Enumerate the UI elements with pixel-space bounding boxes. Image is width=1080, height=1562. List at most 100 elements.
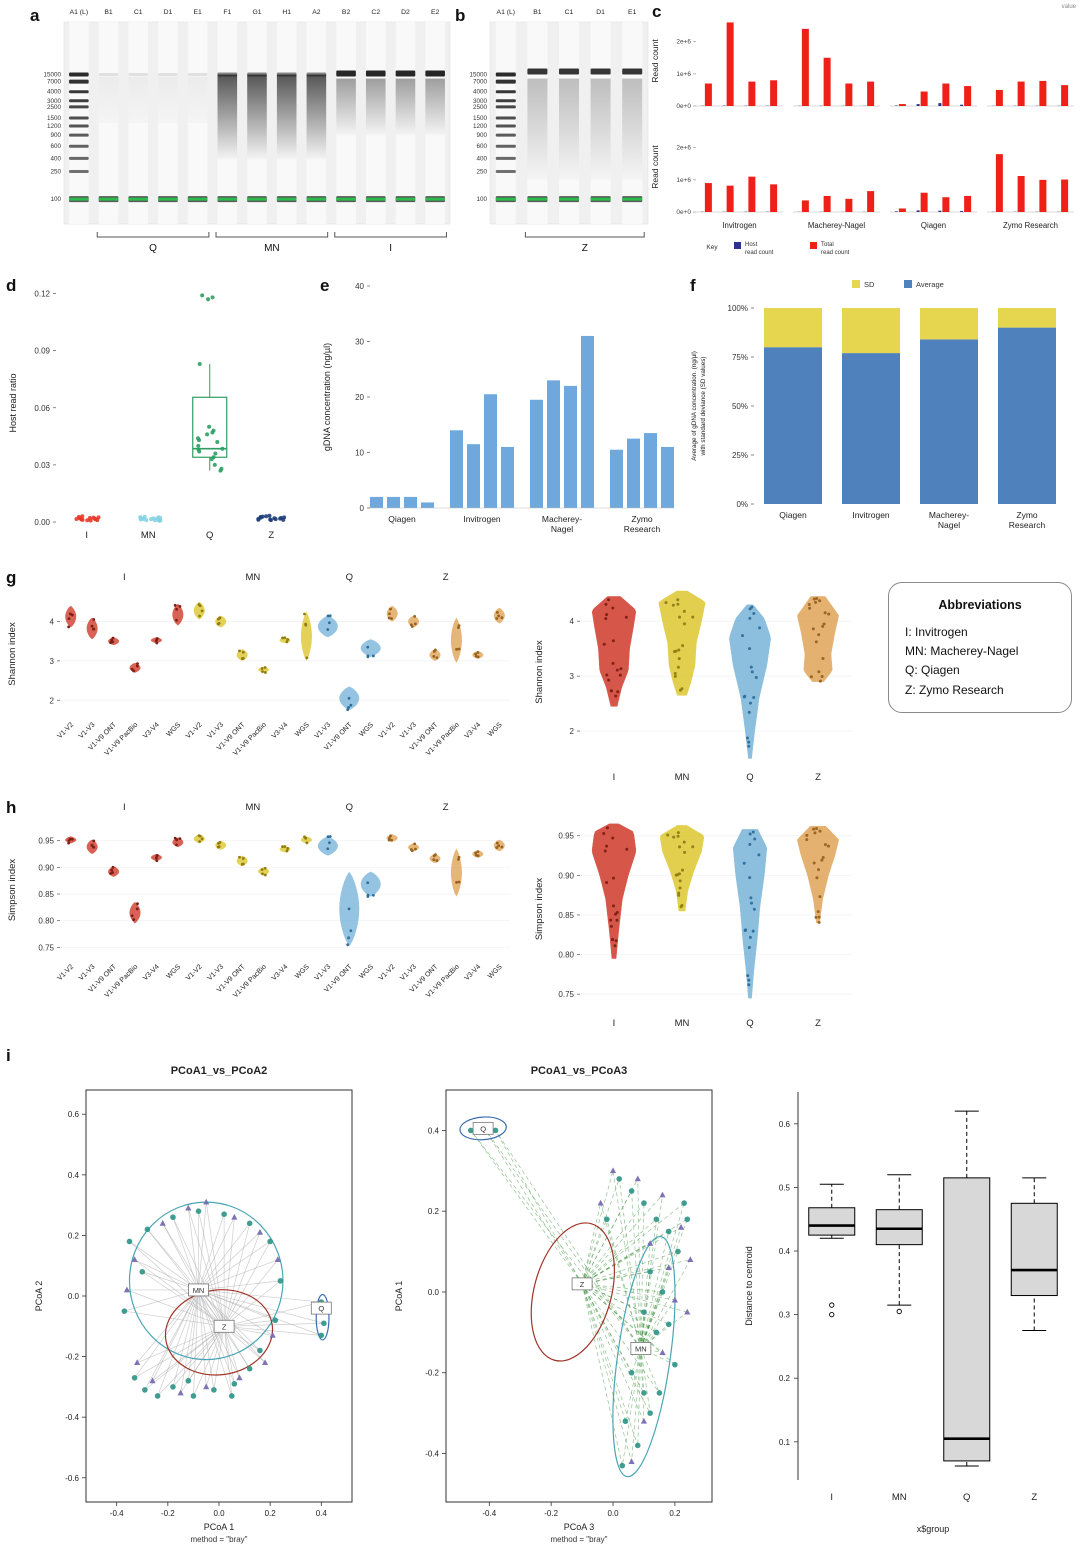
svg-text:0.0: 0.0 (607, 1509, 619, 1518)
simpson-index-combined-violins: Simpson index 0.75 0.80 0.85 0.90 0.95 I MN Q Z (534, 823, 852, 1029)
svg-text:Average of gDNA concentration.: Average of gDNA concentration. (ng/µl) (691, 351, 698, 461)
host-read-ratio-boxplot: Host read ratio 0.00 0.03 0.06 0.09 0.12 I MN Q Z (8, 290, 287, 541)
svg-text:method = "bray": method = "bray" (550, 1535, 607, 1544)
panel-i-pcoa12: PCoA1_vs_PCoA2 -0.4 -0.2 0.0 0.2 0.4 -0.6 -0.4 -… (26, 1060, 366, 1562)
svg-text:900: 900 (50, 132, 61, 139)
svg-text:Z: Z (443, 572, 449, 583)
svg-text:WGS: WGS (487, 721, 504, 738)
violin-facet-Q (317, 614, 381, 711)
svg-text:A1 (L): A1 (L) (497, 9, 516, 16)
svg-text:H1: H1 (282, 9, 291, 16)
svg-text:50%: 50% (732, 402, 748, 411)
svg-text:-0.4: -0.4 (65, 1413, 79, 1422)
svg-text:Q: Q (318, 1304, 324, 1313)
violin-MN (659, 825, 705, 912)
svg-text:0.2: 0.2 (669, 1509, 681, 1518)
svg-text:0.3: 0.3 (779, 1311, 791, 1320)
svg-text:A1 (L): A1 (L) (70, 9, 89, 16)
svg-text:V1-V2: V1-V2 (185, 963, 204, 982)
gdna-group-Zymo (610, 433, 674, 508)
svg-text:read count: read count (745, 250, 774, 256)
gel-lane-C1: C1 (559, 9, 579, 224)
violin-facet-I (65, 836, 184, 924)
panel-h-letter: h (6, 798, 17, 817)
svg-text:0.12: 0.12 (34, 290, 50, 299)
svg-text:Z: Z (580, 1280, 585, 1289)
svg-text:0.80: 0.80 (558, 951, 574, 960)
svg-text:Q: Q (346, 572, 353, 583)
svg-text:D2: D2 (401, 9, 410, 16)
svg-text:Host: Host (745, 242, 758, 248)
svg-text:1200: 1200 (473, 123, 488, 130)
svg-text:PCoA1_vs_PCoA3: PCoA1_vs_PCoA3 (531, 1065, 628, 1077)
svg-text:Q: Q (149, 243, 157, 254)
svg-text:Research: Research (1009, 520, 1046, 530)
svg-text:Qiagen: Qiagen (921, 221, 946, 230)
svg-text:MN: MN (892, 1492, 907, 1503)
svg-text:Nagel: Nagel (551, 524, 573, 534)
svg-text:C1: C1 (565, 9, 574, 16)
svg-text:MN: MN (675, 772, 690, 783)
violin-facet-Z (386, 834, 505, 897)
svg-text:0.4: 0.4 (68, 1171, 80, 1180)
svg-text:V1-V3: V1-V3 (78, 721, 97, 740)
svg-text:V1-V3: V1-V3 (399, 963, 418, 982)
svg-text:V1-V2: V1-V2 (56, 963, 75, 982)
svg-text:MN: MN (245, 572, 260, 583)
distance-box-MN (875, 1174, 923, 1315)
svg-text:V1-V3: V1-V3 (399, 721, 418, 740)
violin-facet-Q (317, 835, 381, 947)
gel-lane-E1: E1 (622, 9, 643, 224)
panel-i-pcoa13: PCoA1_vs_PCoA3 -0.4 -0.2 0.0 0.2 -0.4 -0.2 0.0 0… (386, 1060, 726, 1562)
svg-text:0.1: 0.1 (779, 1438, 791, 1447)
violin-facet-Z (386, 605, 505, 663)
svg-text:Z: Z (815, 772, 821, 783)
gel-lane-C1: C1 (128, 9, 149, 224)
svg-text:2: 2 (570, 727, 575, 736)
svg-text:WGS: WGS (487, 963, 504, 980)
svg-text:Z: Z (268, 530, 274, 541)
violin-Q (732, 829, 768, 999)
violin-Z (797, 596, 839, 683)
svg-text:V3-V4: V3-V4 (464, 721, 483, 740)
svg-text:V1-V2: V1-V2 (378, 721, 397, 740)
svg-text:Q: Q (480, 1124, 486, 1133)
svg-text:250: 250 (476, 168, 487, 175)
svg-text:MN: MN (245, 802, 260, 813)
svg-text:Shannon index: Shannon index (534, 640, 545, 704)
stacked-bar-Macherey- (920, 308, 978, 504)
svg-text:MN: MN (141, 530, 156, 541)
svg-text:600: 600 (476, 143, 487, 150)
svg-text:WGS: WGS (294, 963, 311, 980)
svg-text:0.2: 0.2 (265, 1509, 277, 1518)
svg-text:2500: 2500 (47, 104, 62, 111)
svg-text:Z: Z (815, 1018, 821, 1029)
svg-text:WGS: WGS (165, 721, 182, 738)
abbreviations-box: Abbreviations I: Invitrogen MN: Macherey… (888, 582, 1072, 713)
svg-text:100: 100 (50, 196, 61, 203)
svg-text:25%: 25% (732, 451, 748, 460)
svg-text:V1-V2: V1-V2 (185, 721, 204, 740)
panel-e: gDNA concentration (ng/µl) 0 10 20 30 40 Qiage… (316, 272, 682, 562)
svg-text:D1: D1 (164, 9, 173, 16)
svg-text:3: 3 (50, 657, 55, 666)
svg-text:7000: 7000 (473, 79, 488, 86)
svg-text:G1: G1 (252, 9, 261, 16)
svg-text:read count: read count (821, 250, 850, 256)
gel-lane-D1: D1 (158, 9, 178, 224)
svg-text:Macherey-Nagel: Macherey-Nagel (808, 221, 865, 230)
svg-text:4000: 4000 (473, 89, 488, 96)
gdna-concentration-bar-chart: gDNA concentration (ng/µl) 0 10 20 30 40 Qiage… (322, 282, 674, 534)
svg-text:2: 2 (50, 696, 55, 705)
svg-text:0.03: 0.03 (34, 461, 50, 470)
svg-text:with standard deviance (SD val: with standard deviance (SD values) (700, 356, 707, 456)
svg-text:I: I (613, 1018, 616, 1029)
panel-h-left: Simpson index 0.75 0.80 0.85 0.90 0.95 I V1-V2 V… (2, 796, 518, 1048)
svg-text:E2: E2 (431, 9, 440, 16)
panel-g-left: Shannon index 2 3 4 I V1-V2 V1-V3 V1-V9 ONT V1-V… (2, 566, 518, 802)
svg-text:Qiagen: Qiagen (779, 510, 807, 520)
ratio-category-Q (192, 293, 228, 473)
